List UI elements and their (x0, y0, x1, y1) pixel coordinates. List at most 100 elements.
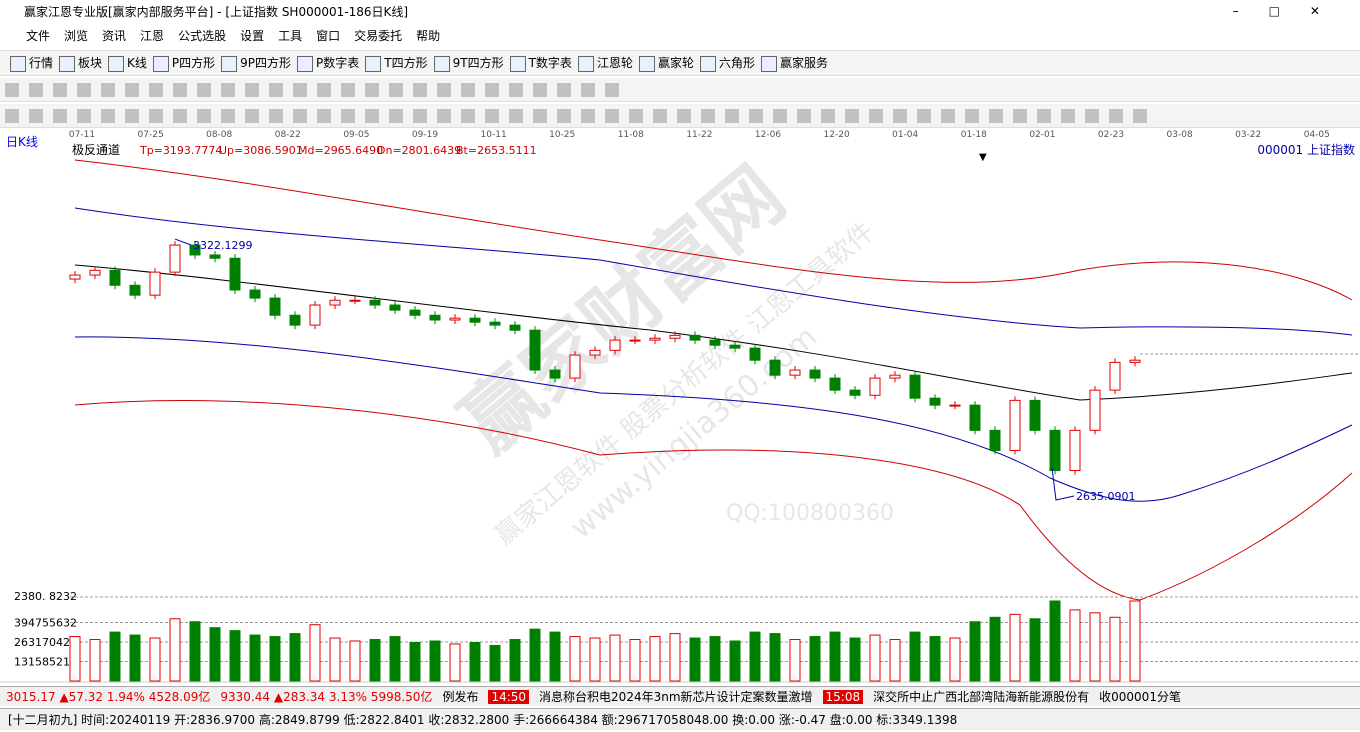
toolbar-icon[interactable] (173, 82, 187, 97)
toolbar-icon[interactable] (293, 82, 307, 97)
toolbar-button[interactable]: P数字表 (297, 54, 359, 72)
toolbar-icon[interactable] (5, 108, 19, 123)
toolbar-icon[interactable] (221, 82, 235, 97)
toolbar-icon[interactable] (845, 108, 859, 123)
toolbar-icon[interactable] (509, 82, 523, 97)
menu-item[interactable]: 公式选股 (178, 28, 227, 43)
toolbar-button[interactable]: 9T四方形 (433, 54, 504, 72)
toolbar-icon[interactable] (101, 82, 115, 97)
toolbar-icon[interactable] (461, 108, 475, 123)
menu-item[interactable]: 设置 (240, 28, 265, 43)
toolbar-icon[interactable] (821, 108, 835, 123)
toolbar-icon[interactable] (53, 82, 67, 97)
toolbar-button[interactable]: 赢家轮 (638, 54, 694, 72)
toolbar-icon[interactable] (1061, 108, 1075, 123)
toolbar-icon[interactable] (605, 82, 619, 97)
toolbar-icon[interactable] (485, 108, 499, 123)
toolbar-icon[interactable] (581, 82, 595, 97)
toolbar-icon[interactable] (269, 82, 283, 97)
toolbar-icon[interactable] (77, 108, 91, 123)
toolbar-icon[interactable] (101, 108, 115, 123)
menu-item[interactable]: 交易委托 (354, 28, 403, 43)
toolbar-button[interactable]: K线 (108, 54, 147, 72)
toolbar-icon[interactable] (725, 108, 739, 123)
toolbar-icon[interactable] (869, 108, 883, 123)
toolbar-icon[interactable] (125, 108, 139, 123)
toolbar-icon[interactable] (989, 108, 1003, 123)
toolbar-icon[interactable] (1013, 108, 1027, 123)
menu-item[interactable]: 文件 (26, 28, 51, 43)
toolbar-icon[interactable] (125, 82, 139, 97)
toolbar-icon[interactable] (701, 108, 715, 123)
toolbar-icon[interactable] (677, 108, 691, 123)
toolbar-icon[interactable] (245, 108, 259, 123)
toolbar-button[interactable]: T数字表 (509, 54, 572, 72)
toolbar-icon[interactable] (389, 82, 403, 97)
toolbar-icon[interactable] (221, 108, 235, 123)
toolbar-icon[interactable] (917, 108, 931, 123)
toolbar-icon[interactable] (533, 82, 547, 97)
toolbar-button[interactable]: 赢家服务 (760, 54, 828, 72)
toolbar-icon[interactable] (797, 108, 811, 123)
candle-body (209, 254, 221, 259)
toolbar-icon[interactable] (437, 108, 451, 123)
window-controls[interactable]: –□✕ (1232, 4, 1350, 18)
toolbar-button[interactable]: 江恩轮 (577, 54, 633, 72)
toolbar-icon[interactable] (581, 108, 595, 123)
menu-item[interactable]: 窗口 (316, 28, 341, 43)
menu-item[interactable]: 工具 (278, 28, 303, 43)
toolbar-icon[interactable] (197, 82, 211, 97)
menu-item[interactable]: 帮助 (416, 28, 441, 43)
toolbar-icon[interactable] (749, 108, 763, 123)
toolbar-icon[interactable] (941, 108, 955, 123)
toolbar-icon[interactable] (293, 108, 307, 123)
toolbar-icon[interactable] (485, 82, 499, 97)
toolbar-icon[interactable] (269, 108, 283, 123)
toolbar-button[interactable]: 9P四方形 (221, 54, 291, 72)
toolbar-icon[interactable] (605, 108, 619, 123)
toolbar-icon[interactable] (653, 108, 667, 123)
toolbar-icon[interactable] (53, 108, 67, 123)
toolbar-icon[interactable] (413, 108, 427, 123)
toolbar-icon[interactable] (341, 108, 355, 123)
toolbar-icon[interactable] (149, 108, 163, 123)
toolbar-icon[interactable] (557, 108, 571, 123)
toolbar-icon[interactable] (245, 82, 259, 97)
menu-item[interactable]: 江恩 (140, 28, 165, 43)
toolbar-icon[interactable] (509, 108, 523, 123)
menu-item[interactable]: 资讯 (102, 28, 127, 43)
toolbar-button[interactable]: 板块 (59, 54, 102, 72)
toolbar-icon[interactable] (317, 108, 331, 123)
toolbar-icon[interactable] (1037, 108, 1051, 123)
toolbar-icon[interactable] (1133, 108, 1147, 123)
toolbar-icon[interactable] (29, 108, 43, 123)
toolbar-icon[interactable] (77, 82, 91, 97)
toolbar-icon[interactable] (893, 108, 907, 123)
toolbar-icon[interactable] (1109, 108, 1123, 123)
toolbar-icon[interactable] (5, 82, 19, 97)
toolbar-icon[interactable] (773, 108, 787, 123)
toolbar-button[interactable]: T四方形 (365, 54, 428, 72)
toolbar-icon[interactable] (437, 82, 451, 97)
toolbar-icon[interactable] (317, 82, 331, 97)
toolbar-icon[interactable] (533, 108, 547, 123)
toolbar-icon[interactable] (557, 82, 571, 97)
toolbar-icon[interactable] (197, 108, 211, 123)
toolbar-icon[interactable] (965, 108, 979, 123)
menu-item[interactable]: 浏览 (64, 28, 89, 43)
toolbar-icon[interactable] (1085, 108, 1099, 123)
title-bar: 赢家江恩专业版[赢家内部服务平台] - [上证指数 SH000001-186日K… (0, 0, 1360, 22)
toolbar-icon[interactable] (413, 82, 427, 97)
toolbar-icon[interactable] (29, 82, 43, 97)
toolbar-icon[interactable] (629, 108, 643, 123)
toolbar-icon[interactable] (389, 108, 403, 123)
toolbar-icon[interactable] (173, 108, 187, 123)
toolbar-button[interactable]: 行情 (10, 54, 53, 72)
toolbar-icon[interactable] (149, 82, 163, 97)
toolbar-icon[interactable] (341, 82, 355, 97)
toolbar-icon[interactable] (365, 108, 379, 123)
toolbar-button[interactable]: P四方形 (152, 54, 215, 72)
toolbar-icon[interactable] (365, 82, 379, 97)
toolbar-button[interactable]: 六角形 (699, 54, 755, 72)
toolbar-icon[interactable] (461, 82, 475, 97)
